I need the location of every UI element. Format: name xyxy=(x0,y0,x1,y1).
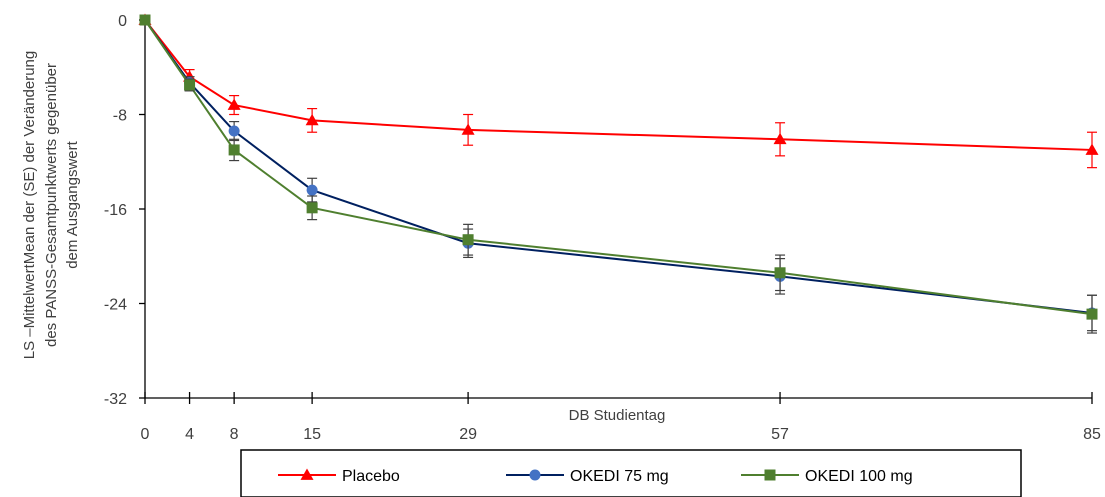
series-okedi-100-mg xyxy=(139,14,1098,334)
y-tick-label: -8 xyxy=(113,108,127,125)
triangle-marker xyxy=(300,468,314,480)
circle-marker xyxy=(529,469,541,481)
legend: Placebo OKEDI 75 mg OKEDI 100 mg xyxy=(240,449,1022,497)
square-marker xyxy=(306,202,318,214)
x-tick-label: 29 xyxy=(459,426,477,443)
square-marker xyxy=(139,14,151,26)
series-line xyxy=(144,19,1093,314)
legend-entry: Placebo xyxy=(278,468,400,485)
legend-entry: OKEDI 75 mg xyxy=(506,468,669,485)
legend-label: OKEDI 100 mg xyxy=(805,468,913,485)
x-tick-label: 8 xyxy=(230,426,239,443)
square-marker xyxy=(764,469,776,481)
triangle-marker xyxy=(227,98,241,110)
triangle-marker xyxy=(461,123,475,135)
square-marker xyxy=(184,79,196,91)
x-tick-label: 15 xyxy=(303,426,321,443)
y-axis-title: LS –MittelwertMean der (SE) der Veränder… xyxy=(21,51,81,360)
x-tick-label: 0 xyxy=(141,426,150,443)
square-marker xyxy=(774,267,786,279)
legend-box xyxy=(240,449,1022,497)
series-okedi-75-mg xyxy=(139,14,1098,332)
triangle-marker xyxy=(305,113,319,126)
legend-label: OKEDI 75 mg xyxy=(570,468,669,485)
x-tick-label: 85 xyxy=(1083,426,1101,443)
square-marker xyxy=(462,234,474,246)
axes xyxy=(139,19,1093,404)
y-tick-label: -32 xyxy=(104,391,127,408)
x-axis-title: DB Studientag xyxy=(569,407,666,424)
tick-labels: 0 -8 -16 -24 -32 0 4 8 15 29 57 85 xyxy=(104,13,1101,443)
series-line xyxy=(144,19,1093,151)
y-tick-label: 0 xyxy=(118,13,127,30)
y-tick-label: -16 xyxy=(104,202,127,219)
series-placebo xyxy=(138,13,1099,169)
legend-entry: OKEDI 100 mg xyxy=(741,468,913,485)
square-marker xyxy=(1086,308,1098,320)
y-axis-title-line-1: LS –MittelwertMean der (SE) der Veränder… xyxy=(21,51,38,360)
series-layer xyxy=(138,13,1099,334)
square-marker xyxy=(228,144,240,156)
series-line xyxy=(144,19,1093,316)
triangle-marker xyxy=(773,132,787,145)
y-tick-label: -24 xyxy=(104,297,127,314)
x-tick-label: 57 xyxy=(771,426,789,443)
y-axis-title-line-3: dem Ausgangswert xyxy=(64,140,81,268)
y-axis-title-line-2: des PANSS-Gesamtpunktwerts gegenüber xyxy=(43,63,60,347)
legend-items: Placebo OKEDI 75 mg OKEDI 100 mg xyxy=(278,468,913,485)
circle-marker xyxy=(228,125,240,137)
legend-label: Placebo xyxy=(342,468,400,485)
triangle-marker xyxy=(1085,143,1099,155)
x-tick-label: 4 xyxy=(185,426,194,443)
circle-marker xyxy=(306,184,318,196)
